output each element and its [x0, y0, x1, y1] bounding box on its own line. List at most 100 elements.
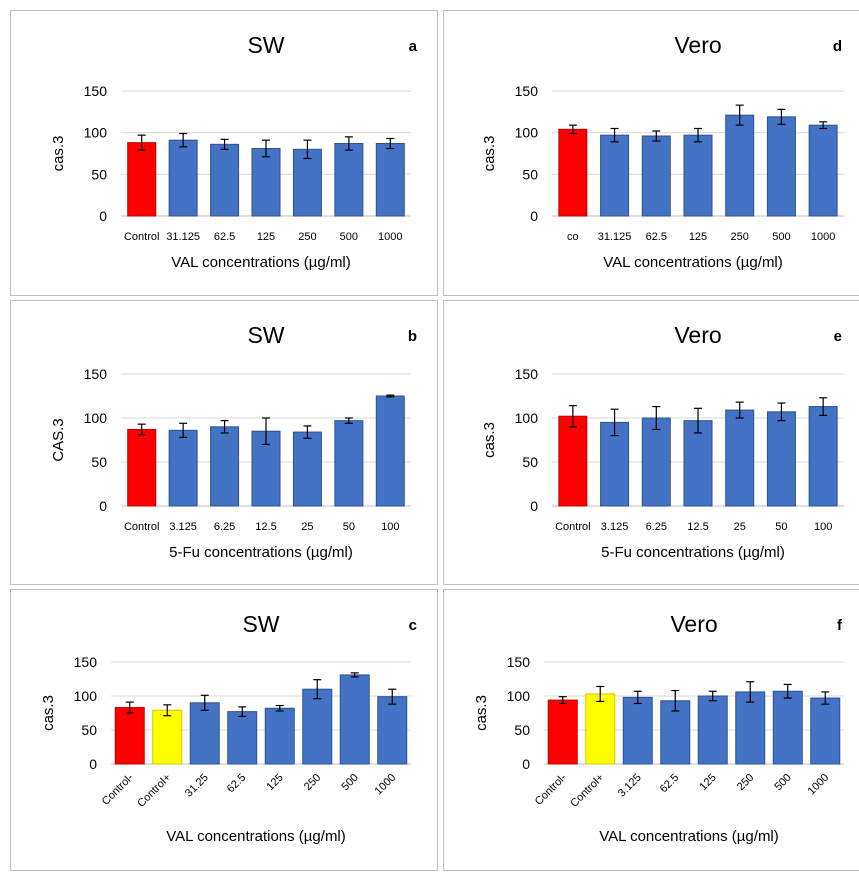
x-tick-label: 100: [814, 521, 832, 533]
y-tick-label: 150: [507, 654, 531, 670]
chart-panel-b: SW b 0 50 100 150 CAS.3 Control 3.125 6.25 12.5 25 5…: [10, 300, 438, 585]
bar-control: [127, 142, 157, 217]
bar-62-5: [227, 711, 258, 765]
bar-3-125: [168, 429, 198, 507]
chart-title: Vero: [674, 32, 721, 58]
chart-title: SW: [247, 32, 284, 58]
y-tick-label: 150: [515, 366, 539, 382]
bar-250: [735, 691, 766, 765]
x-tick-label: 250: [735, 772, 756, 793]
y-axis-label: cas.3: [50, 136, 67, 172]
y-tick-label: 100: [515, 410, 539, 426]
y-axis-label: cas.3: [481, 422, 498, 458]
bar-control: [127, 428, 157, 507]
x-tick-label: 31.25: [183, 772, 211, 800]
chart-title: Vero: [674, 322, 721, 348]
x-tick-label: 1000: [811, 231, 835, 243]
x-tick-label: 125: [697, 772, 718, 793]
chart-svg-d: Vero d 0 50 100 150 cas.3 co 31.125 62.5 125 250 500…: [481, 32, 844, 271]
y-tick-label: 150: [515, 83, 539, 99]
y-axis-label: cas.3: [473, 695, 490, 731]
y-tick-label: 0: [99, 498, 107, 514]
x-tick-label: Control+: [135, 772, 173, 810]
y-tick-label: 0: [522, 756, 530, 772]
bar-250: [302, 688, 333, 765]
x-axis-label: VAL concentrations (µg/ml): [603, 254, 783, 271]
bar-1000: [808, 124, 838, 217]
bar-50: [334, 420, 364, 507]
x-tick-label: 500: [340, 231, 358, 243]
y-tick-label: 0: [530, 208, 538, 224]
bar-125: [683, 134, 713, 217]
x-tick-label: 500: [772, 772, 793, 793]
bar-control-: [114, 707, 145, 765]
y-axis-label: CAS.3: [50, 418, 67, 461]
x-tick-label: 50: [343, 521, 355, 533]
bar-co: [558, 128, 588, 217]
bar-control-: [152, 709, 183, 765]
x-tick-label: 12.5: [255, 521, 276, 533]
bar-125: [251, 148, 281, 217]
bar-6-25: [641, 417, 671, 507]
y-tick-label: 100: [515, 125, 539, 141]
y-tick-label: 0: [530, 498, 538, 514]
chart-panel-d: Vero d 0 50 100 150 cas.3 co 31.125 62.5 125 250 500…: [443, 10, 859, 296]
y-tick-label: 100: [507, 688, 531, 704]
x-axis-label: VAL concentrations (µg/ml): [171, 254, 351, 271]
x-tick-label: 25: [301, 521, 313, 533]
x-tick-label: Control-: [533, 771, 569, 807]
chart-panel-c: SW c 0 50 100 150 cas.3 Control- Control+ 31.25 62…: [10, 589, 438, 871]
panel-letter: f: [837, 617, 843, 634]
y-tick-label: 50: [91, 454, 107, 470]
x-tick-label: 125: [264, 772, 285, 793]
x-tick-label: 31.125: [598, 231, 632, 243]
y-tick-label: 50: [514, 722, 530, 738]
x-tick-label: co: [567, 231, 579, 243]
x-axis-label: 5-Fu concentrations (µg/ml): [601, 544, 785, 561]
y-tick-label: 100: [84, 125, 108, 141]
x-tick-label: 6.25: [214, 521, 235, 533]
panel-letter: a: [409, 38, 418, 55]
x-tick-label: 250: [298, 231, 316, 243]
y-tick-label: 0: [89, 756, 97, 772]
x-tick-label: 3.125: [169, 521, 197, 533]
x-tick-label: 1000: [806, 772, 832, 798]
bar-31-125: [168, 139, 198, 217]
x-tick-label: 125: [689, 231, 707, 243]
y-tick-label: 50: [522, 166, 538, 182]
y-tick-label: 100: [74, 688, 98, 704]
y-tick-label: 50: [91, 166, 107, 182]
bar-100: [375, 395, 405, 507]
y-tick-label: 150: [84, 83, 108, 99]
bar-500: [766, 116, 796, 217]
bar-1000: [377, 696, 408, 765]
x-tick-label: 1000: [378, 231, 402, 243]
chart-svg-c: SW c 0 50 100 150 cas.3 Control- Control+ 31.25 62…: [40, 611, 417, 845]
chart-svg-f: Vero f 0 50 100 150 cas.3 Control- Control+ 3.125…: [473, 611, 844, 845]
chart-panel-a: SW a 0 50 100 150 cas.3 Control 31.125 62.5 125 250…: [10, 10, 438, 296]
panel-letter: b: [408, 328, 417, 345]
chart-svg-a: SW a 0 50 100 150 cas.3 Control 31.125 62.5 125 250…: [50, 32, 418, 271]
bar-500: [772, 690, 803, 765]
bar-25: [292, 431, 322, 507]
bar-62-5: [210, 143, 240, 217]
bar-1000: [810, 697, 841, 765]
bar-62-5: [641, 135, 671, 217]
chart-title: SW: [247, 322, 284, 348]
panel-letter: e: [834, 328, 842, 345]
x-tick-label: 62.5: [214, 231, 235, 243]
x-tick-label: 31.125: [166, 231, 200, 243]
x-tick-label: Control-: [100, 771, 136, 807]
y-tick-label: 50: [522, 454, 538, 470]
y-tick-label: 150: [74, 654, 98, 670]
x-axis-label: VAL concentrations (µg/ml): [166, 828, 346, 845]
y-tick-label: 100: [84, 410, 108, 426]
bar-control-: [547, 699, 578, 765]
x-tick-label: 3.125: [616, 772, 644, 800]
x-tick-label: 250: [302, 772, 323, 793]
bar-control-: [585, 693, 616, 765]
chart-panel-f: Vero f 0 50 100 150 cas.3 Control- Control+ 3.125…: [443, 589, 859, 871]
y-tick-label: 150: [84, 366, 108, 382]
y-axis-label: cas.3: [481, 136, 498, 172]
bar-125: [697, 695, 728, 765]
